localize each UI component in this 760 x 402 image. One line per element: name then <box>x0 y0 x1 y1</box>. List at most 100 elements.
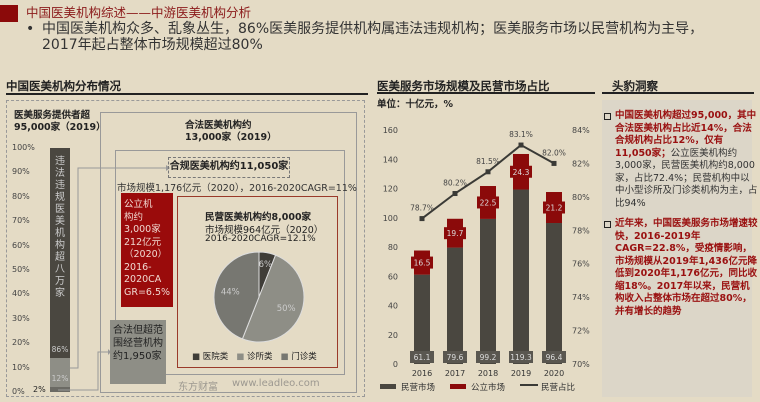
segment-illegal: 86% <box>50 148 70 358</box>
line-label: 83.1% <box>509 130 533 139</box>
y2-tick: 82% <box>572 159 590 168</box>
private-box <box>177 196 338 368</box>
insight-title: 头豹洞察 <box>612 79 658 93</box>
insight-list: 中国医美机构超过95,000，其中合法医美机构占比近14%，合法合规机构占比12… <box>604 110 758 318</box>
y2-tick: 76% <box>572 260 590 269</box>
bar-public-label: 22.5 <box>480 198 497 207</box>
line-label: 80.2% <box>443 179 467 188</box>
legend-swatch <box>450 384 466 389</box>
y-tick: 40% <box>12 289 30 299</box>
share-point <box>551 160 557 166</box>
left-panel-title: 中国医美机构分布情况 <box>6 79 121 93</box>
y-tick: 140 <box>383 155 398 164</box>
y-tick: 60% <box>12 240 30 250</box>
y-tick: 160 <box>383 126 398 135</box>
x-tick: 2016 <box>412 369 432 378</box>
y-tick: 40 <box>388 302 398 311</box>
bullet-dot: • <box>26 21 35 37</box>
x-tick: 2020 <box>544 369 564 378</box>
share-point <box>518 142 524 148</box>
y-tick: 60 <box>388 272 398 281</box>
pie-slice-门诊类 <box>213 251 260 340</box>
pie-label: 50% <box>277 304 296 314</box>
insight-text: 公立医美机构约3,000家，民营医美机构约8,000家，占比72.4%；民营机构… <box>615 147 758 209</box>
bar-public-label-bg <box>444 227 466 240</box>
share-point <box>452 191 458 197</box>
y-tick: 100% <box>12 143 35 152</box>
legend-item: ■ 门诊类 <box>280 352 317 362</box>
y-tick: 120 <box>383 185 398 194</box>
legal-label: 合法医美机构约 13,000家（2019） <box>185 120 277 143</box>
checkbox-icon <box>604 221 611 228</box>
line-label: 78.7% <box>410 204 434 213</box>
connector-lines <box>58 165 170 391</box>
illegal-label: 违法违规医美机构超八万家 <box>55 156 65 299</box>
pie-slice-诊所类 <box>241 254 305 343</box>
bar-public-label: 19.7 <box>447 229 464 238</box>
bar-private-label-bg <box>410 351 434 363</box>
private-pie-chart: 6% 50% 44% <box>213 251 305 343</box>
y-tick: 80 <box>388 243 398 252</box>
bar-private-label-bg <box>509 351 533 363</box>
bar-private-label-bg <box>476 351 500 363</box>
x-tick: 2018 <box>478 369 498 378</box>
providers-box <box>6 100 365 397</box>
public-box: 公立机 构约 3,000家 212亿元 （2020） 2016- 2020CA … <box>121 193 173 307</box>
y2-tick: 78% <box>572 226 590 235</box>
pie-label: 6% <box>259 260 273 270</box>
legal-box <box>100 112 357 393</box>
chart-unit: 单位：十亿元，% <box>377 99 454 110</box>
pie-legend: ■ 医院类 ■ 诊所类 ■ 门诊类 <box>192 350 317 362</box>
bar-private <box>513 189 529 364</box>
compliant-market: 市场规模1,176亿元（2020），2016-2020CAGR=11% <box>117 183 357 194</box>
divider <box>602 92 754 94</box>
segment-label: 86% <box>51 344 69 354</box>
share-point <box>419 216 425 222</box>
bar-private-label-bg <box>542 351 566 363</box>
y-tick: 20% <box>12 338 30 348</box>
line-label: 82.0% <box>542 148 566 157</box>
y-tick: 10% <box>12 362 30 372</box>
x-tick: 2019 <box>511 369 531 378</box>
bar-public-label-bg <box>543 201 565 214</box>
bar-private <box>414 274 430 364</box>
bar-private-label: 96.4 <box>546 353 563 362</box>
bar-private-label: 99.2 <box>480 353 497 362</box>
page-title: 中国医美机构综述——中游医美机构分析 <box>26 5 252 20</box>
bar-private-label: 61.1 <box>414 353 431 362</box>
summary-text: 中国医美机构众多、乱象丛生，86%医美服务提供机构属违法违规机构；医美服务市场以… <box>42 21 704 53</box>
bar-private-label: 79.6 <box>447 353 464 362</box>
bar-private <box>546 223 562 364</box>
y-tick: 30% <box>12 313 30 323</box>
bar-public-label: 16.5 <box>414 259 431 268</box>
segment-legal: 12% <box>50 357 70 388</box>
bar-private <box>447 247 463 364</box>
y-tick: 0 <box>393 360 398 369</box>
y2-tick: 84% <box>572 126 590 135</box>
y2-tick: 70% <box>572 360 590 369</box>
compliant-outer-box <box>115 150 345 375</box>
share-point <box>485 169 491 175</box>
bar-public-label-bg <box>510 165 532 178</box>
y-tick: 70% <box>12 216 30 226</box>
over-scope-box: 合法但超范围经营机构约1,950家 <box>110 320 166 384</box>
chart-title: 医美服务市场规模及民营市场占比 <box>377 79 550 93</box>
insight-item: 中国医美机构超过95,000，其中合法医美机构占比近14%，合法合规机构占比12… <box>604 110 758 210</box>
bar-private-label-bg <box>443 351 467 363</box>
legend-item: ■ 诊所类 <box>236 352 273 362</box>
y-tick: 80% <box>12 191 30 201</box>
legend-label: 民营占比 <box>541 382 575 393</box>
insight-highlight: 近年来，中国医美服务市场增速较快，2016-2019年CAGR=22.8%，受疫… <box>615 218 758 317</box>
insight-item: 近年来，中国医美服务市场增速较快，2016-2019年CAGR=22.8%，受疫… <box>604 218 758 318</box>
bar-public-label-bg <box>411 256 433 269</box>
y-tick: 90% <box>12 167 30 177</box>
bar-public-label: 21.2 <box>546 204 563 213</box>
bar-public-label: 24.3 <box>513 168 530 177</box>
legend-label: 公立市场 <box>471 382 505 393</box>
y2-tick: 74% <box>572 293 590 302</box>
divider <box>377 92 595 94</box>
compliant-box: 合规医美机构约11,050家 <box>168 157 290 178</box>
y2-tick: 80% <box>572 193 590 202</box>
market-chart: 0 20 40 60 80 100 120 140 160 70% 72% 74% 76% 78% 80% 8… <box>380 126 590 393</box>
insight-box <box>602 100 752 397</box>
